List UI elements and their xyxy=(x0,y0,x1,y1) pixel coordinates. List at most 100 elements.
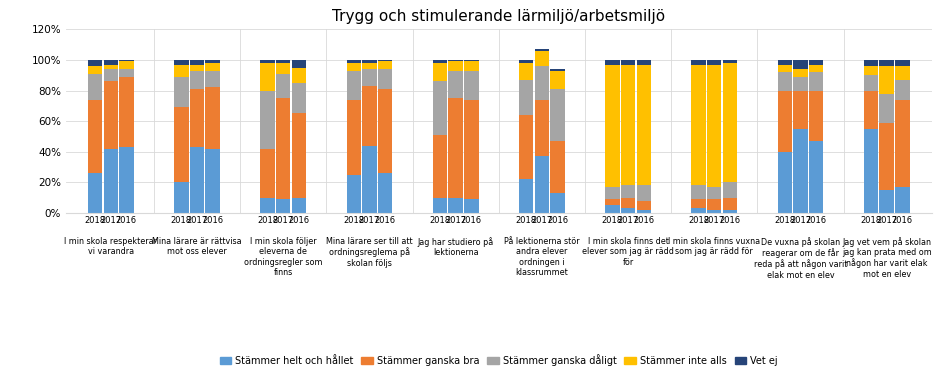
Text: I min skola följer
eleverna de
ordningsregler som
finns: I min skola följer eleverna de ordningsr… xyxy=(244,237,323,277)
Bar xyxy=(793,60,807,69)
Bar xyxy=(378,62,392,69)
Bar xyxy=(88,100,103,173)
Bar xyxy=(707,199,722,210)
Text: Mina lärare ser till att
ordningsreglema på
skolan följs: Mina lärare ser till att ordningsreglema… xyxy=(327,237,413,268)
Bar xyxy=(880,60,894,66)
Bar xyxy=(880,94,894,123)
Bar xyxy=(120,77,134,147)
Bar xyxy=(707,60,722,65)
Bar xyxy=(362,146,376,213)
Title: Trygg och stimulerande lärmiljö/arbetsmiljö: Trygg och stimulerande lärmiljö/arbetsmi… xyxy=(332,9,665,24)
Bar xyxy=(464,199,479,213)
Bar xyxy=(104,69,118,81)
Legend: Stämmer helt och hållet, Stämmer ganska bra, Stämmer ganska dåligt, Stämmer inte: Stämmer helt och hållet, Stämmer ganska … xyxy=(215,350,782,367)
Bar xyxy=(809,65,823,72)
Bar xyxy=(449,60,463,61)
Bar xyxy=(621,60,635,65)
Bar xyxy=(793,129,807,213)
Bar xyxy=(550,70,565,89)
Bar xyxy=(518,115,534,179)
Bar xyxy=(518,80,534,115)
Bar xyxy=(190,65,204,70)
Bar xyxy=(276,74,291,98)
Bar xyxy=(205,70,220,87)
Bar xyxy=(120,62,134,69)
Bar xyxy=(777,65,792,72)
Bar xyxy=(895,100,910,187)
Bar xyxy=(104,81,118,149)
Bar xyxy=(636,185,651,201)
Bar xyxy=(174,77,188,107)
Bar xyxy=(88,66,103,74)
Bar xyxy=(464,60,479,61)
Bar xyxy=(292,60,306,68)
Text: I min skola finns vuxna
som jag är rädd för: I min skola finns vuxna som jag är rädd … xyxy=(668,237,760,256)
Bar xyxy=(723,182,737,197)
Bar xyxy=(895,60,910,66)
Bar xyxy=(120,147,134,213)
Bar xyxy=(707,187,722,199)
Bar xyxy=(605,199,619,205)
Bar xyxy=(692,60,706,65)
Bar xyxy=(88,60,103,66)
Bar xyxy=(205,149,220,213)
Bar xyxy=(534,49,549,51)
Bar xyxy=(190,89,204,147)
Bar xyxy=(636,201,651,210)
Bar xyxy=(276,199,291,213)
Bar xyxy=(636,65,651,185)
Bar xyxy=(88,173,103,213)
Bar xyxy=(378,60,392,61)
Bar xyxy=(190,70,204,89)
Bar xyxy=(174,182,188,213)
Bar xyxy=(88,74,103,100)
Bar xyxy=(692,185,706,199)
Bar xyxy=(120,69,134,77)
Text: På lektionerna stör
andra elever
ordningen i
klassrummet: På lektionerna stör andra elever ordning… xyxy=(504,237,580,277)
Bar xyxy=(777,152,792,213)
Bar xyxy=(449,197,463,213)
Bar xyxy=(378,69,392,89)
Bar xyxy=(621,65,635,185)
Bar xyxy=(104,65,118,69)
Bar xyxy=(346,100,361,175)
Bar xyxy=(261,197,275,213)
Bar xyxy=(880,66,894,94)
Bar xyxy=(605,65,619,187)
Bar xyxy=(777,91,792,152)
Bar xyxy=(723,60,737,63)
Bar xyxy=(864,75,878,91)
Bar xyxy=(723,197,737,210)
Bar xyxy=(292,68,306,83)
Bar xyxy=(205,60,220,63)
Bar xyxy=(174,65,188,77)
Bar xyxy=(621,185,635,197)
Bar xyxy=(550,69,565,70)
Bar xyxy=(605,60,619,65)
Bar xyxy=(433,63,447,81)
Bar xyxy=(378,89,392,173)
Bar xyxy=(104,60,118,65)
Bar xyxy=(104,149,118,213)
Bar xyxy=(346,70,361,100)
Text: Jag har studiero på
lektionerna: Jag har studiero på lektionerna xyxy=(418,237,494,257)
Bar xyxy=(809,60,823,65)
Bar xyxy=(346,60,361,63)
Bar xyxy=(518,63,534,80)
Text: Mina lärare är rättvisa
mot oss elever: Mina lärare är rättvisa mot oss elever xyxy=(152,237,242,256)
Bar xyxy=(692,199,706,208)
Bar xyxy=(261,63,275,91)
Bar xyxy=(433,81,447,135)
Bar xyxy=(174,107,188,182)
Bar xyxy=(692,208,706,213)
Bar xyxy=(864,91,878,129)
Text: I min skola respekterar
vi varandra: I min skola respekterar vi varandra xyxy=(64,237,157,256)
Bar xyxy=(449,98,463,197)
Text: I min skola finns det
elever som jag är rädd
för: I min skola finns det elever som jag är … xyxy=(582,237,674,266)
Bar xyxy=(449,62,463,71)
Bar xyxy=(723,63,737,182)
Bar xyxy=(518,179,534,213)
Bar xyxy=(880,190,894,213)
Bar xyxy=(433,197,447,213)
Bar xyxy=(534,51,549,66)
